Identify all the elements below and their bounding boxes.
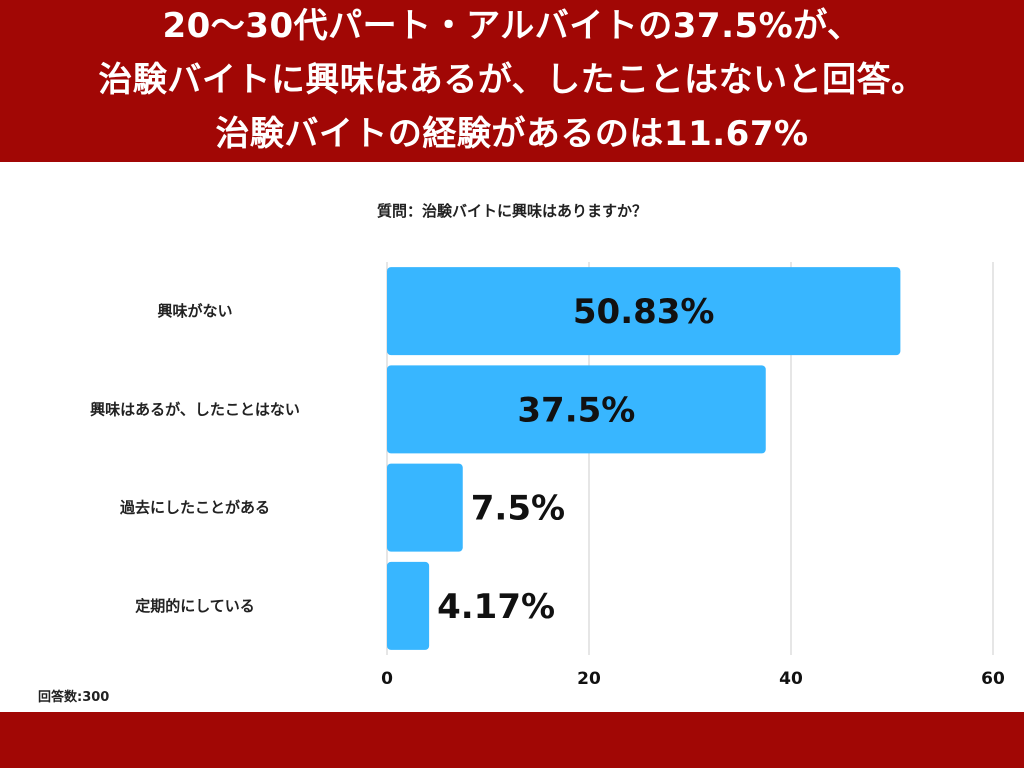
bar <box>387 561 430 650</box>
headline-line-2: 治験バイトに興味はあるが、したことはないと回答。 <box>98 60 926 100</box>
category-label: 過去にしたことがある <box>119 499 270 517</box>
headline-line-1: 20〜30代パート・アルバイトの37.5%が、 <box>162 6 862 46</box>
chart-title: 質問：治験バイトに興味はありますか？ <box>376 202 647 220</box>
category-label: 興味がない <box>157 302 232 320</box>
x-tick-label: 0 <box>381 669 393 689</box>
category-label: 興味はあるが、したことはない <box>90 400 300 418</box>
data-label: 7.5% <box>471 489 565 529</box>
bar <box>387 463 463 552</box>
data-label: 50.83% <box>573 292 715 332</box>
data-label: 37.5% <box>517 390 635 430</box>
headline-line-3: 治験バイトの経験があるのは11.67% <box>215 114 809 154</box>
data-label: 4.17% <box>437 587 555 627</box>
x-tick-label: 40 <box>779 669 803 689</box>
x-tick-label: 20 <box>577 669 601 689</box>
bar <box>387 365 766 454</box>
category-label: 定期的にしている <box>135 597 255 615</box>
footer-band <box>0 712 1024 768</box>
x-tick-label: 60 <box>981 669 1005 689</box>
header-band: 20〜30代パート・アルバイトの37.5%が、 治験バイトに興味はあるが、したこ… <box>0 0 1024 162</box>
bar <box>387 267 901 356</box>
sample-size-note: 回答数:300 <box>38 690 110 705</box>
